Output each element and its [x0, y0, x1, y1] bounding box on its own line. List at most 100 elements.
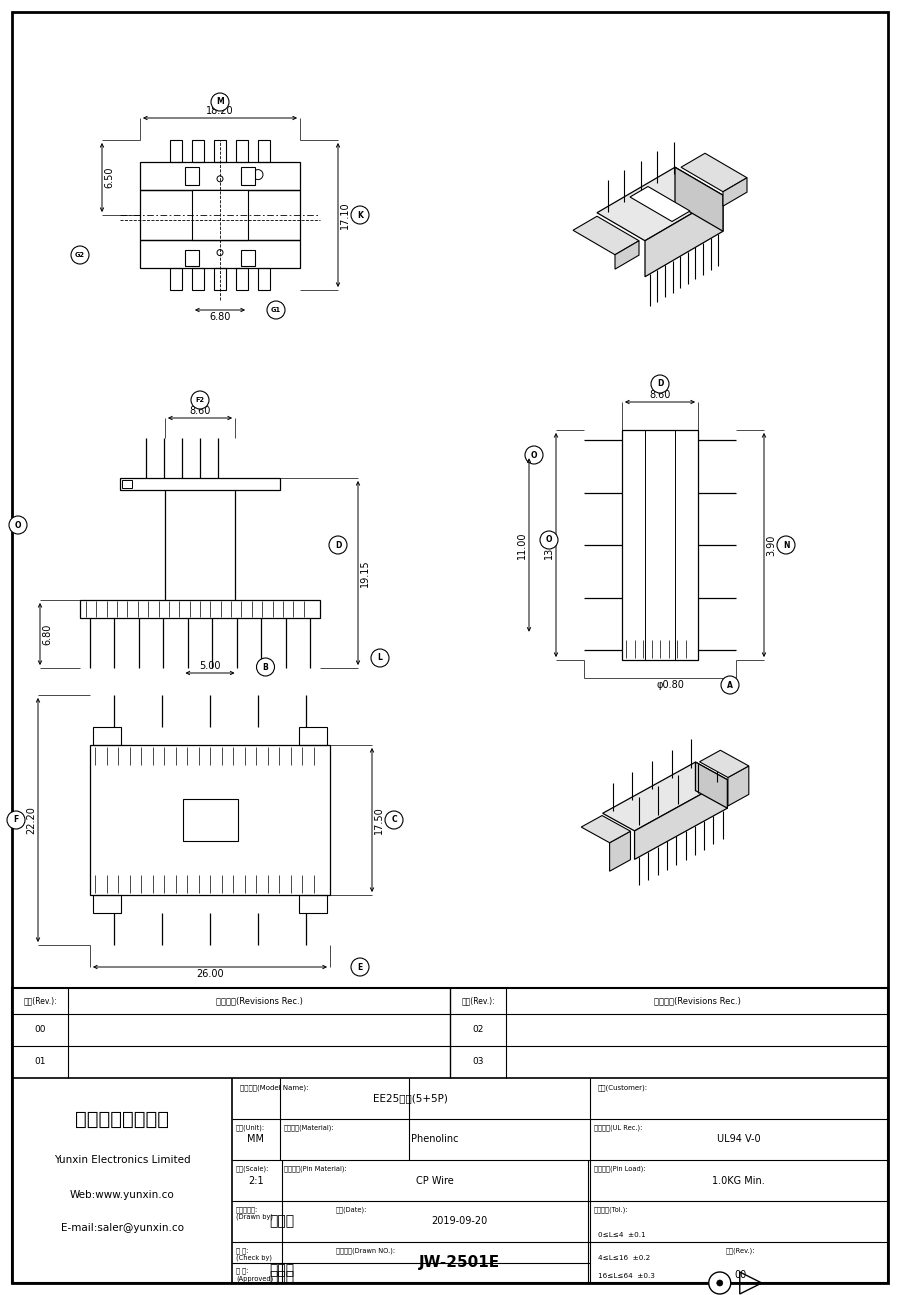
Polygon shape: [630, 186, 690, 221]
Polygon shape: [681, 153, 747, 192]
Circle shape: [351, 958, 369, 976]
Text: 比例(Scale):: 比例(Scale):: [236, 1166, 269, 1172]
Text: 云芯电子有限公司: 云芯电子有限公司: [75, 1110, 169, 1128]
Text: 8.60: 8.60: [649, 390, 670, 400]
Text: 4≤L≤16  ±0.2: 4≤L≤16 ±0.2: [598, 1255, 650, 1260]
Text: 8.60: 8.60: [189, 407, 211, 416]
Circle shape: [351, 206, 369, 224]
Text: 核 准:
(Approved): 核 准: (Approved): [236, 1268, 274, 1282]
Text: 修改记录(Revisions Rec.): 修改记录(Revisions Rec.): [216, 996, 302, 1005]
Text: 26.00: 26.00: [196, 969, 224, 979]
Circle shape: [71, 246, 89, 264]
Text: 防火等级(UL Rec.):: 防火等级(UL Rec.):: [593, 1124, 642, 1131]
Text: 13.20: 13.20: [544, 531, 554, 559]
Polygon shape: [699, 750, 749, 777]
Text: F: F: [14, 816, 19, 825]
Circle shape: [716, 1279, 723, 1286]
Bar: [12, 988, 888, 1283]
Polygon shape: [603, 761, 727, 831]
Polygon shape: [634, 780, 727, 860]
Polygon shape: [573, 216, 639, 255]
Bar: [120, 478, 280, 490]
Text: 17.10: 17.10: [340, 201, 350, 229]
Text: N: N: [783, 540, 789, 549]
Text: UL94 V-0: UL94 V-0: [717, 1134, 760, 1145]
Bar: [185, 167, 199, 185]
Text: 11.00: 11.00: [517, 531, 527, 558]
Bar: [214, 268, 226, 290]
Text: 本体材质(Material):: 本体材质(Material):: [284, 1124, 335, 1131]
Bar: [192, 140, 204, 162]
Text: 针脚拉力(Pin Load):: 针脚拉力(Pin Load):: [593, 1166, 645, 1172]
Bar: [236, 140, 248, 162]
Text: B: B: [263, 663, 268, 672]
Bar: [93, 726, 121, 745]
Text: 版本(Rev.):: 版本(Rev.):: [23, 996, 57, 1005]
Text: 日期(Date):: 日期(Date):: [336, 1206, 367, 1212]
Bar: [80, 600, 320, 618]
Text: 修改记录(Revisions Rec.): 修改记录(Revisions Rec.): [653, 996, 741, 1005]
Text: C: C: [392, 816, 397, 825]
Bar: [622, 430, 698, 660]
Bar: [140, 162, 300, 190]
Text: 00: 00: [734, 1270, 747, 1279]
Text: EE25立式(5+5P): EE25立式(5+5P): [374, 1093, 448, 1103]
Text: D: D: [657, 379, 663, 388]
Bar: [140, 240, 300, 268]
Bar: [258, 140, 270, 162]
Circle shape: [651, 376, 669, 392]
Text: L: L: [378, 654, 382, 663]
Bar: [214, 140, 226, 162]
Circle shape: [329, 536, 347, 554]
Text: 02: 02: [472, 1026, 483, 1035]
Bar: [241, 250, 255, 265]
Circle shape: [540, 531, 558, 549]
Text: 03: 03: [472, 1058, 484, 1067]
Text: 17.50: 17.50: [374, 805, 384, 834]
Bar: [192, 190, 248, 240]
Bar: [192, 268, 204, 290]
Bar: [258, 268, 270, 290]
Text: 0≤L≤4  ±0.1: 0≤L≤4 ±0.1: [598, 1232, 645, 1238]
Circle shape: [371, 649, 389, 667]
Text: F2: F2: [195, 398, 204, 403]
Polygon shape: [645, 196, 723, 277]
Text: 00: 00: [34, 1026, 46, 1035]
Text: MM: MM: [248, 1134, 265, 1145]
Text: JW-2501E: JW-2501E: [419, 1255, 500, 1270]
Text: φ0.80: φ0.80: [656, 680, 684, 690]
Polygon shape: [615, 241, 639, 269]
Text: A: A: [727, 680, 733, 689]
Text: G2: G2: [75, 253, 86, 258]
Text: E-mail:saler@yunxin.co: E-mail:saler@yunxin.co: [60, 1222, 184, 1233]
Text: 6.80: 6.80: [42, 623, 52, 645]
Text: 客户(Customer):: 客户(Customer):: [598, 1084, 648, 1090]
Text: 18.20: 18.20: [206, 106, 234, 117]
Bar: [299, 895, 327, 913]
Text: 产品编号(Drawn NO.):: 产品编号(Drawn NO.):: [336, 1247, 395, 1254]
Text: 6.50: 6.50: [104, 167, 114, 188]
Text: Phenolinc: Phenolinc: [411, 1134, 458, 1145]
Text: K: K: [357, 211, 363, 219]
Circle shape: [211, 93, 229, 111]
Polygon shape: [609, 831, 631, 872]
Bar: [183, 799, 238, 840]
Bar: [236, 268, 248, 290]
Bar: [140, 190, 300, 240]
Text: E: E: [357, 962, 363, 971]
Polygon shape: [728, 765, 749, 805]
Text: Yunxin Electronics Limited: Yunxin Electronics Limited: [54, 1155, 190, 1166]
Text: 22.20: 22.20: [26, 805, 36, 834]
Text: G1: G1: [271, 307, 281, 313]
Polygon shape: [597, 167, 723, 241]
Text: 1.0KG Min.: 1.0KG Min.: [713, 1176, 765, 1185]
Text: O: O: [545, 536, 553, 544]
Text: O: O: [14, 521, 22, 530]
Circle shape: [191, 391, 209, 409]
Text: 刘水强: 刘水强: [269, 1215, 294, 1229]
Polygon shape: [723, 177, 747, 206]
Circle shape: [7, 811, 25, 829]
Polygon shape: [675, 167, 723, 232]
Text: 规格描述(Model Name):: 规格描述(Model Name):: [240, 1084, 309, 1090]
Text: 针脚材质(Pin Material):: 针脚材质(Pin Material):: [284, 1166, 346, 1172]
